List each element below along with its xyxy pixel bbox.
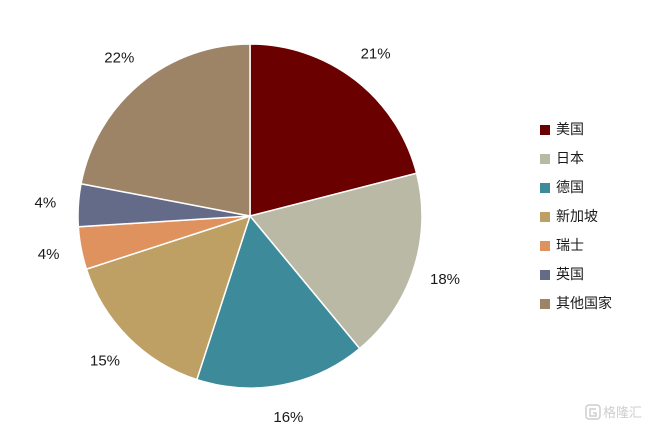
- legend-label-3: 德国: [556, 180, 584, 196]
- pie-slices: [77, 43, 423, 389]
- legend-swatch-7: [540, 299, 550, 309]
- legend-swatch-3: [540, 183, 550, 193]
- watermark: 格隆汇: [585, 404, 642, 421]
- slice-label-1: 21%: [361, 46, 391, 63]
- watermark-logo-icon: [585, 404, 601, 420]
- pie-slice-3: [195, 214, 361, 389]
- legend-label-5: 瑞士: [556, 238, 584, 254]
- legend-swatch-4: [540, 212, 550, 222]
- legend-swatch-5: [540, 241, 550, 251]
- legend-swatch-2: [540, 154, 550, 164]
- slice-label-7: 22%: [104, 50, 134, 67]
- legend-label-2: 日本: [556, 151, 584, 167]
- slice-label-5: 4%: [38, 246, 60, 263]
- legend-swatch-1: [540, 125, 550, 135]
- watermark-text: 格隆汇: [603, 405, 642, 421]
- pie-slice-4: [85, 214, 252, 381]
- pie-slice-1: [249, 43, 418, 217]
- legend-label-4: 新加坡: [556, 209, 598, 225]
- legend-label-1: 美国: [556, 122, 584, 138]
- pie-slice-7: [80, 43, 251, 217]
- slice-label-4: 15%: [90, 353, 120, 370]
- pie-slice-2: [248, 172, 423, 350]
- legend-label-6: 英国: [556, 266, 584, 283]
- slice-label-3: 16%: [273, 409, 303, 426]
- slice-label-2: 18%: [430, 271, 460, 288]
- legend-swatch-6: [540, 270, 550, 280]
- slice-label-6: 4%: [35, 195, 57, 212]
- legend-label-7: 其他国家: [556, 295, 612, 312]
- pie-labels: 21% 18% 16% 15% 4% 4% 22%: [35, 46, 460, 426]
